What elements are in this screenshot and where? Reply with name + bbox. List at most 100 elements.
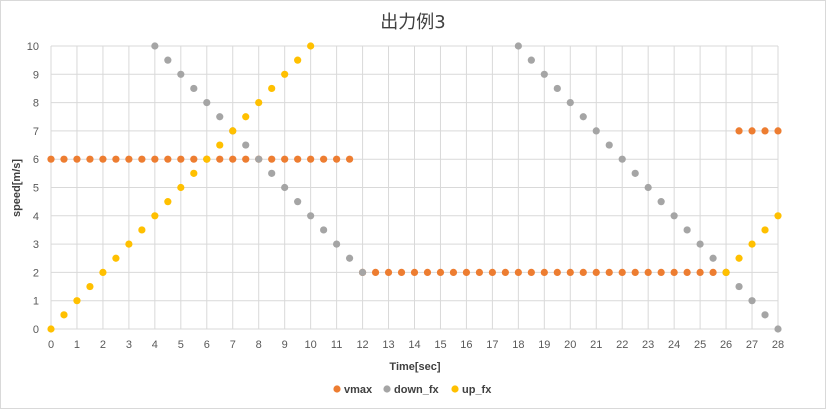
- data-point: [735, 254, 743, 262]
- x-tick-label: 2: [100, 339, 106, 351]
- data-point: [657, 268, 665, 276]
- data-point: [527, 56, 535, 64]
- data-point: [592, 268, 600, 276]
- data-point: [774, 325, 782, 333]
- data-point: [281, 183, 289, 192]
- data-point: [553, 84, 561, 93]
- data-point: [462, 268, 471, 276]
- data-point: [410, 268, 419, 276]
- data-point: [242, 113, 250, 121]
- legend-item-up-fx: up_fx: [451, 384, 492, 396]
- data-point: [307, 155, 315, 163]
- x-tick-label: 3: [126, 339, 132, 351]
- data-point: [670, 268, 678, 276]
- data-point: [47, 155, 55, 163]
- data-point: [748, 240, 756, 248]
- y-tick-label: 1: [33, 296, 39, 308]
- data-point: [761, 226, 769, 234]
- data-point: [216, 141, 224, 149]
- data-point: [566, 268, 574, 276]
- data-point: [229, 155, 237, 163]
- x-tick-label: 17: [486, 339, 498, 351]
- data-point: [47, 325, 55, 333]
- data-point: [177, 183, 185, 192]
- data-point: [358, 268, 367, 276]
- x-tick-label: 24: [668, 339, 680, 351]
- data-point: [333, 240, 341, 248]
- y-axis-title: speed[m/s]: [11, 159, 23, 217]
- y-tick-label: 0: [33, 324, 39, 336]
- x-tick-label: 28: [772, 339, 784, 351]
- y-tick-label: 2: [33, 267, 39, 279]
- y-tick-label: 7: [33, 126, 39, 138]
- x-tick-label: 1: [74, 339, 80, 351]
- data-point: [683, 226, 691, 234]
- series-down-fx: [151, 42, 782, 333]
- y-tick-label: 6: [33, 154, 39, 166]
- data-point: [527, 268, 535, 276]
- data-point: [592, 127, 600, 135]
- data-point: [475, 268, 484, 276]
- x-tick-label: 5: [178, 339, 184, 351]
- x-tick-label: 27: [746, 339, 758, 351]
- data-point: [190, 84, 198, 93]
- data-point: [125, 240, 133, 248]
- data-point: [644, 268, 652, 276]
- data-point: [86, 155, 94, 163]
- data-point: [540, 70, 548, 78]
- x-tick-label: 21: [590, 339, 602, 351]
- data-point: [164, 155, 172, 163]
- data-point: [99, 268, 107, 276]
- data-point: [774, 127, 782, 135]
- data-point: [86, 282, 94, 291]
- x-axis-ticks: 0 1 2 3 4 5 6 7 8 9 10 11 12 13 14 15 16 17 18 19 20 21 22 23 24…: [48, 339, 784, 351]
- legend-label: vmax: [344, 384, 373, 396]
- y-tick-label: 5: [33, 183, 39, 195]
- data-point: [735, 127, 743, 135]
- data-point: [73, 155, 81, 163]
- x-tick-label: 26: [720, 339, 732, 351]
- chart-title: 出力例3: [380, 12, 445, 33]
- data-point: [761, 127, 769, 135]
- data-point: [73, 297, 81, 305]
- data-point: [709, 268, 717, 276]
- data-point: [99, 155, 107, 163]
- data-point: [696, 268, 704, 276]
- data-point: [60, 311, 68, 319]
- data-point: [177, 155, 185, 163]
- data-point: [138, 226, 146, 234]
- data-point: [501, 268, 509, 276]
- x-tick-label: 20: [564, 339, 576, 351]
- data-point: [320, 226, 328, 234]
- data-point: [774, 212, 782, 220]
- x-tick-label: 9: [282, 339, 288, 351]
- data-point: [255, 99, 263, 107]
- y-tick-label: 8: [33, 98, 39, 110]
- data-point: [216, 155, 224, 163]
- data-point: [255, 155, 263, 163]
- data-point: [761, 311, 769, 319]
- data-point: [488, 268, 496, 276]
- x-tick-label: 18: [512, 339, 524, 351]
- data-point: [657, 198, 665, 206]
- data-point: [151, 42, 159, 50]
- data-point: [748, 127, 756, 135]
- data-point: [307, 42, 315, 50]
- data-point: [164, 56, 172, 64]
- data-point: [618, 155, 626, 163]
- x-tick-label: 19: [538, 339, 550, 351]
- x-tick-label: 11: [331, 339, 342, 351]
- y-tick-label: 10: [27, 41, 39, 53]
- data-point: [397, 268, 406, 276]
- data-point: [631, 268, 639, 276]
- legend-item-vmax: vmax: [333, 384, 373, 396]
- x-tick-label: 12: [356, 339, 368, 351]
- x-tick-label: 14: [408, 339, 420, 351]
- data-point: [514, 42, 522, 50]
- data-point: [281, 70, 289, 78]
- data-point: [112, 254, 120, 262]
- data-point: [294, 56, 302, 64]
- data-point: [423, 268, 432, 276]
- legend: vmax down_fx up_fx: [333, 384, 492, 396]
